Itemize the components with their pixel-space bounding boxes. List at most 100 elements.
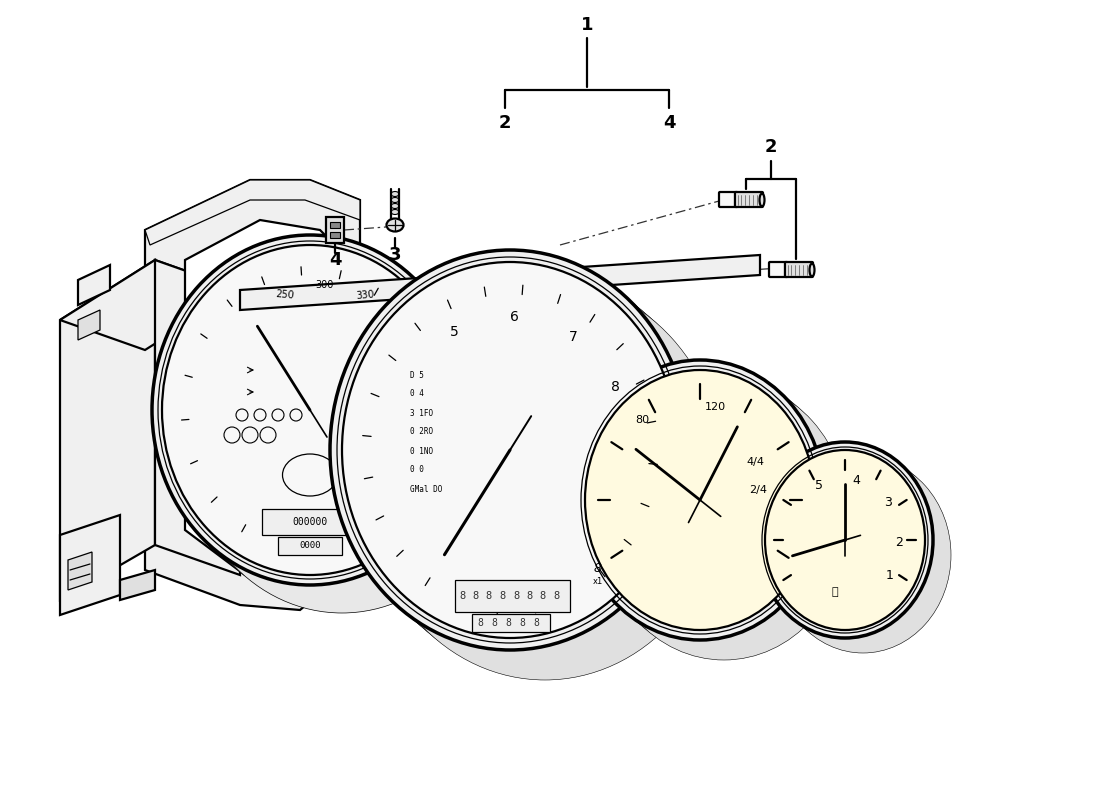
FancyBboxPatch shape — [769, 262, 788, 277]
Ellipse shape — [152, 235, 468, 585]
Text: 120: 120 — [704, 402, 726, 412]
Ellipse shape — [390, 210, 399, 214]
Text: 8: 8 — [519, 618, 525, 628]
Text: 5: 5 — [815, 479, 824, 493]
Text: 8: 8 — [513, 591, 519, 601]
Polygon shape — [240, 255, 760, 310]
Ellipse shape — [390, 191, 399, 197]
Text: 8: 8 — [505, 618, 510, 628]
Text: 0 4: 0 4 — [410, 390, 424, 398]
Ellipse shape — [585, 370, 815, 630]
Text: 1: 1 — [581, 16, 593, 34]
Ellipse shape — [160, 242, 476, 592]
Polygon shape — [78, 265, 110, 305]
Ellipse shape — [365, 280, 725, 680]
Ellipse shape — [776, 457, 952, 653]
Ellipse shape — [162, 245, 458, 575]
Text: 5: 5 — [450, 325, 459, 339]
Text: 2/4: 2/4 — [749, 485, 767, 495]
Polygon shape — [145, 180, 360, 245]
Ellipse shape — [283, 454, 338, 496]
Text: 8: 8 — [499, 591, 506, 601]
Text: GMal DO: GMal DO — [410, 485, 442, 494]
Ellipse shape — [390, 198, 399, 202]
Text: 2: 2 — [764, 138, 778, 156]
Polygon shape — [120, 570, 155, 600]
Ellipse shape — [168, 249, 484, 599]
Text: 0 2RO: 0 2RO — [410, 427, 433, 437]
Bar — [455, 580, 570, 612]
Ellipse shape — [358, 274, 718, 674]
Text: 8: 8 — [472, 591, 478, 601]
Ellipse shape — [342, 262, 678, 638]
Text: 300: 300 — [316, 280, 334, 290]
Ellipse shape — [600, 380, 849, 660]
Text: 4: 4 — [852, 474, 860, 486]
Ellipse shape — [764, 450, 925, 630]
Text: 2: 2 — [498, 114, 512, 132]
Text: 0 1NO: 0 1NO — [410, 446, 433, 455]
Bar — [472, 614, 550, 632]
Text: 250: 250 — [275, 290, 295, 301]
Polygon shape — [60, 260, 240, 350]
Text: 330: 330 — [355, 290, 375, 301]
Text: 8: 8 — [594, 562, 602, 574]
Ellipse shape — [330, 250, 690, 650]
Bar — [278, 537, 342, 555]
Ellipse shape — [575, 360, 825, 640]
Text: 7: 7 — [569, 330, 578, 344]
Polygon shape — [155, 260, 240, 575]
Ellipse shape — [593, 375, 843, 655]
Ellipse shape — [351, 268, 711, 668]
FancyBboxPatch shape — [735, 192, 763, 207]
Text: 0 0: 0 0 — [410, 466, 424, 474]
Text: x1: x1 — [593, 578, 603, 586]
Polygon shape — [68, 552, 92, 590]
Ellipse shape — [344, 262, 704, 662]
Text: 8: 8 — [534, 618, 539, 628]
Ellipse shape — [176, 256, 492, 606]
FancyBboxPatch shape — [719, 192, 738, 207]
FancyBboxPatch shape — [785, 262, 813, 277]
Text: 3: 3 — [388, 246, 401, 264]
Text: 8: 8 — [540, 591, 546, 601]
Ellipse shape — [763, 447, 939, 643]
Ellipse shape — [810, 263, 814, 277]
Ellipse shape — [337, 256, 697, 656]
Text: 1: 1 — [886, 569, 893, 582]
Text: 🛢: 🛢 — [832, 587, 838, 597]
Text: 80: 80 — [635, 415, 649, 425]
Text: 8: 8 — [459, 591, 465, 601]
Text: 2: 2 — [895, 536, 903, 549]
Ellipse shape — [581, 365, 830, 645]
Ellipse shape — [184, 263, 500, 613]
Bar — [330, 232, 340, 238]
Text: 8: 8 — [527, 591, 532, 601]
Text: 4: 4 — [329, 251, 341, 269]
Text: D 5: D 5 — [410, 370, 424, 379]
Bar — [326, 217, 344, 243]
Ellipse shape — [757, 442, 933, 638]
Text: 8: 8 — [486, 591, 492, 601]
Ellipse shape — [386, 218, 404, 231]
Text: 4: 4 — [662, 114, 675, 132]
Text: autoMotor parts: autoMotor parts — [278, 326, 681, 494]
Text: 8: 8 — [610, 380, 619, 394]
Ellipse shape — [759, 194, 764, 206]
Polygon shape — [145, 180, 360, 610]
Text: 4/4: 4/4 — [746, 457, 764, 467]
Ellipse shape — [390, 203, 399, 209]
Ellipse shape — [587, 370, 837, 650]
Polygon shape — [60, 260, 155, 600]
Text: 6: 6 — [509, 310, 518, 324]
Text: 0000: 0000 — [299, 542, 321, 550]
Bar — [330, 222, 340, 228]
Text: 8: 8 — [553, 591, 560, 601]
Text: 8: 8 — [477, 618, 483, 628]
Ellipse shape — [769, 452, 945, 648]
Polygon shape — [185, 220, 350, 575]
Text: 3 1FO: 3 1FO — [410, 409, 433, 418]
Text: 8: 8 — [491, 618, 497, 628]
Text: 3: 3 — [884, 496, 892, 509]
Polygon shape — [78, 310, 100, 340]
